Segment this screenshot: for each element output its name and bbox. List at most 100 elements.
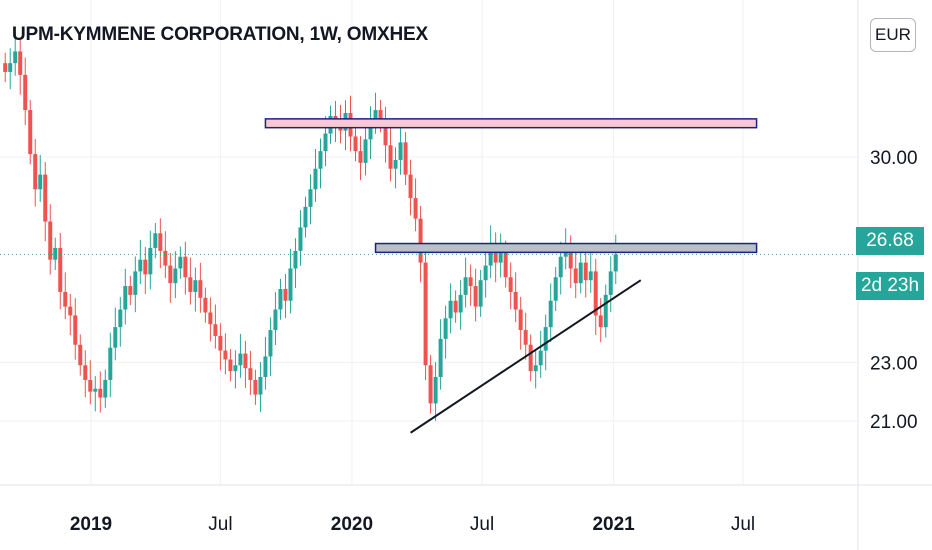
candle-body <box>68 306 73 316</box>
candle-body <box>18 51 23 75</box>
candle-body <box>53 247 58 260</box>
y-tick-label: 30.00 <box>870 148 918 169</box>
candle-body <box>138 259 143 272</box>
candle-body <box>523 330 528 345</box>
candle-body <box>473 286 478 307</box>
candle-body <box>188 277 193 292</box>
candle-body <box>438 338 443 377</box>
candle-body <box>3 63 8 72</box>
chart-title: UPM-KYMMENE CORPORATION, 1W, OMXHEX <box>12 24 428 45</box>
candle-body <box>253 379 258 395</box>
candle-body <box>263 356 268 377</box>
candle-body <box>458 294 463 313</box>
candle-body <box>173 268 178 284</box>
candle-body <box>223 350 228 360</box>
candle-body <box>168 265 173 284</box>
y-tick-label: 23.00 <box>870 353 918 374</box>
candle-body <box>88 379 93 392</box>
candle-body <box>393 159 398 169</box>
candle-body <box>73 315 78 345</box>
candle-body <box>58 247 63 292</box>
candle-body <box>413 198 418 219</box>
candle-body <box>363 139 368 163</box>
candle-body <box>228 359 233 372</box>
candle-body <box>383 121 388 146</box>
candle-body <box>408 174 413 199</box>
candle-body <box>288 268 293 301</box>
candle-body <box>103 379 108 398</box>
y-tick-label: 21.00 <box>870 412 918 433</box>
support-zone <box>374 242 758 254</box>
candle-body <box>588 271 593 281</box>
candle-body <box>33 154 38 190</box>
candle-body <box>368 118 373 140</box>
candle-body <box>128 286 133 295</box>
candle-body <box>38 174 43 190</box>
candle-body <box>178 256 183 269</box>
candle-body <box>453 300 458 313</box>
candle-body <box>28 110 33 155</box>
candle-body <box>598 315 603 328</box>
candle-body <box>98 388 103 398</box>
candle-body <box>418 218 423 263</box>
candle-body <box>478 280 483 307</box>
candle-body <box>508 277 513 292</box>
x-tick-label: 2019 <box>70 514 112 535</box>
candle-body <box>518 309 523 331</box>
candle-body <box>63 291 68 307</box>
bar-countdown-badge: 2d 23h <box>856 272 924 300</box>
candle-body <box>568 247 573 269</box>
candle-body <box>603 294 608 328</box>
candle-body <box>293 250 298 269</box>
candle-body <box>528 344 533 372</box>
resistance-zone <box>264 118 758 129</box>
x-tick-label: Jul <box>470 514 494 535</box>
candle-body <box>578 262 583 284</box>
candle-body <box>213 324 218 336</box>
x-tick-label: 2020 <box>331 514 373 535</box>
candle-body <box>558 256 563 278</box>
candle-body <box>403 142 408 175</box>
candle-body <box>513 291 518 310</box>
candle-body <box>148 247 153 275</box>
candle-body <box>428 365 433 404</box>
candle-body <box>48 221 53 260</box>
candle-body <box>423 262 428 366</box>
candle-body <box>233 365 238 372</box>
candle-body <box>123 286 128 310</box>
candle-body <box>208 312 213 325</box>
candle-body <box>503 250 508 278</box>
candle-body <box>133 271 138 295</box>
candle-body <box>203 297 208 313</box>
candle-body <box>388 145 393 169</box>
candle-body <box>83 365 88 380</box>
candle-body <box>443 318 448 339</box>
candle-body <box>258 377 263 395</box>
candle-body <box>158 233 163 251</box>
candle-body <box>378 110 383 122</box>
candle-body <box>118 309 123 328</box>
candle-body <box>493 245 498 263</box>
candle-body <box>318 151 323 169</box>
candle-body <box>543 327 548 351</box>
candle-body <box>218 335 223 351</box>
candle-body <box>163 250 168 266</box>
candle-body <box>613 254 618 272</box>
last-price-badge: 26.68 <box>856 227 924 255</box>
candle-body <box>143 259 148 275</box>
candle-body <box>548 300 553 328</box>
ascending-trendline <box>410 279 642 434</box>
candle-body <box>198 280 203 298</box>
candle-body <box>463 277 468 295</box>
currency-button[interactable]: EUR <box>870 18 916 52</box>
candle-body <box>433 377 438 404</box>
candle-body <box>108 347 113 380</box>
candle-body <box>8 63 13 72</box>
candle-body <box>398 142 403 160</box>
candle-body <box>23 74 28 111</box>
candle-body <box>358 151 363 163</box>
candle-body <box>608 271 613 295</box>
candle-body <box>93 388 98 392</box>
candle-body <box>538 350 543 366</box>
